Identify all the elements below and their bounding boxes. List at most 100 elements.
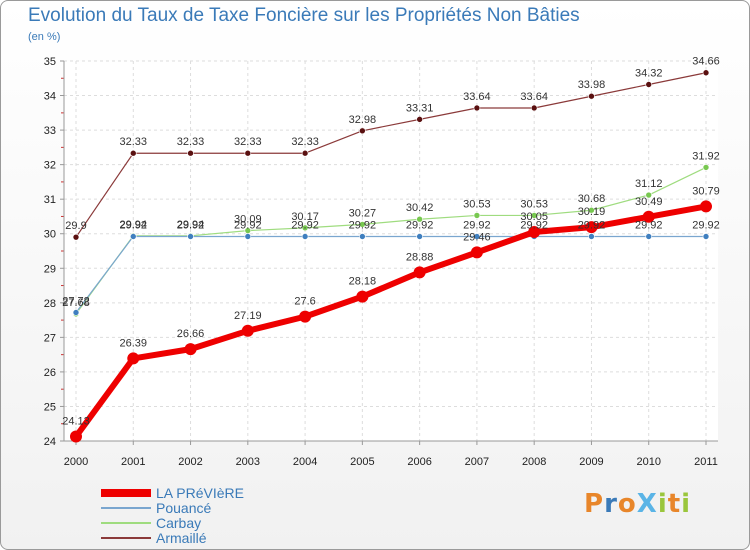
legend-swatch-la-previere — [101, 489, 151, 497]
data-label-armaille: 33.64 — [463, 91, 491, 103]
data-label-armaille: 32.33 — [177, 136, 205, 148]
y-tick-label: 30 — [44, 229, 56, 241]
data-point-pouance — [301, 233, 309, 240]
logo-letter: o — [617, 489, 637, 519]
y-unit-label: (en %) — [28, 31, 61, 43]
data-point-armaille — [473, 104, 481, 112]
data-label-la-previere: 28.88 — [406, 251, 434, 263]
data-point-carbay — [645, 191, 653, 199]
data-point-armaille — [72, 233, 80, 241]
legend-swatch-armaille — [101, 537, 151, 539]
data-point-la-previere — [413, 266, 426, 279]
series-line-armaille — [75, 72, 707, 238]
data-point-armaille — [301, 149, 309, 157]
x-tick-label: 2008 — [522, 456, 546, 468]
y-tick-label: 26 — [44, 367, 56, 379]
y-tick-label: 34 — [44, 91, 56, 103]
data-label-carbay: 30.09 — [234, 214, 262, 226]
data-label-armaille: 33.98 — [578, 79, 606, 91]
data-label-armaille: 32.98 — [349, 114, 377, 126]
data-label-armaille: 33.64 — [520, 91, 548, 103]
data-point-pouance — [72, 309, 80, 316]
data-point-armaille — [359, 127, 366, 135]
y-tick-label: 28 — [44, 298, 56, 310]
logo-letter: r — [604, 489, 618, 519]
data-point-la-previere — [585, 221, 598, 234]
x-tick-label: 2002 — [178, 456, 202, 468]
data-label-la-previere: 29.46 — [463, 231, 491, 243]
data-label-armaille: 34.66 — [692, 56, 720, 68]
data-label-pouance: 27.72 — [62, 295, 90, 307]
data-label-pouance: 29.92 — [578, 219, 606, 231]
data-label-la-previere: 26.66 — [177, 328, 205, 340]
x-tick-label: 2003 — [236, 456, 260, 468]
data-label-carbay: 30.27 — [349, 207, 377, 219]
data-label-la-previere: 27.19 — [234, 310, 262, 322]
data-point-armaille — [244, 149, 252, 157]
logo-letter: X — [636, 489, 658, 519]
data-label-carbay: 30.53 — [463, 198, 491, 210]
data-point-armaille — [702, 69, 710, 77]
data-point-la-previere — [184, 343, 197, 356]
data-label-pouance: 29.92 — [291, 219, 319, 231]
data-label-la-previere: 27.6 — [294, 296, 315, 308]
plot-area — [64, 61, 718, 441]
data-point-la-previere — [127, 352, 140, 365]
data-label-pouance: 29.92 — [692, 219, 720, 231]
data-label-armaille: 32.33 — [234, 136, 262, 148]
series-line-la-previere — [73, 203, 707, 439]
x-tick-label: 2006 — [407, 456, 431, 468]
data-point-carbay — [530, 212, 538, 219]
data-label-la-previere: 24.13 — [62, 416, 90, 428]
data-label-pouance: 29.92 — [349, 219, 377, 231]
logo-letter: P — [584, 489, 605, 519]
data-point-carbay — [702, 164, 710, 171]
data-point-la-previere — [700, 200, 712, 213]
data-label-pouance: 29.92 — [177, 219, 205, 231]
x-tick-label: 2007 — [465, 456, 489, 468]
data-point-la-previere — [299, 310, 312, 323]
data-label-pouance: 29.92 — [520, 219, 548, 231]
data-point-armaille — [129, 149, 137, 157]
series-line-pouance — [75, 235, 706, 313]
axes: 24 25 26 27 28 29 30 31 32 33 34 35 2000 2001 2002 2003… — [44, 56, 718, 468]
legend-swatch-pouance — [101, 507, 151, 509]
logo-letter: t — [667, 489, 682, 519]
data-point-pouance — [588, 233, 595, 240]
data-label-carbay: 30.68 — [578, 193, 606, 205]
y-tick-label: 33 — [44, 125, 56, 137]
data-label-carbay: 30.42 — [406, 202, 434, 214]
proxiti-logo: ProXiti — [584, 489, 691, 519]
legend-swatch-carbay — [101, 522, 151, 524]
y-tick-label: 29 — [44, 263, 56, 275]
data-label-pouance: 29.92 — [406, 219, 434, 231]
data-point-la-previere — [642, 210, 655, 223]
data-label-carbay: 29.94 — [177, 219, 205, 231]
data-point-la-previere — [70, 430, 82, 443]
data-point-armaille — [187, 149, 194, 157]
data-label-la-previere: 30.79 — [692, 185, 720, 197]
data-labels: 29.9 32.33 32.33 32.33 32.33 32.98 33.31 33.64 3… — [62, 56, 720, 428]
x-tick-label: 2001 — [121, 456, 145, 468]
data-point-la-previere — [241, 324, 254, 337]
data-point-pouance — [129, 233, 137, 240]
data-label-armaille: 32.33 — [291, 136, 319, 148]
x-tick-label: 2011 — [694, 456, 718, 468]
legend-label-la-previere: LA PRéVIèRE — [156, 485, 244, 501]
data-label-la-previere: 30.49 — [635, 196, 663, 208]
data-label-carbay: 29.94 — [120, 219, 148, 231]
x-tick-label: 2004 — [293, 456, 317, 468]
data-point-armaille — [530, 104, 538, 112]
data-point-la-previere — [356, 290, 369, 303]
data-label-armaille: 34.32 — [635, 67, 663, 79]
data-label-armaille: 33.31 — [406, 102, 434, 114]
data-point-carbay — [359, 221, 366, 228]
data-point-armaille — [588, 92, 595, 100]
data-label-carbay: 30.53 — [520, 198, 548, 210]
data-point-pouance — [473, 233, 481, 240]
data-label-carbay: 30.17 — [291, 211, 319, 223]
x-tick-label: 2000 — [64, 456, 88, 468]
data-point-carbay — [416, 215, 423, 223]
data-label-pouance: 29.92 — [120, 219, 148, 231]
